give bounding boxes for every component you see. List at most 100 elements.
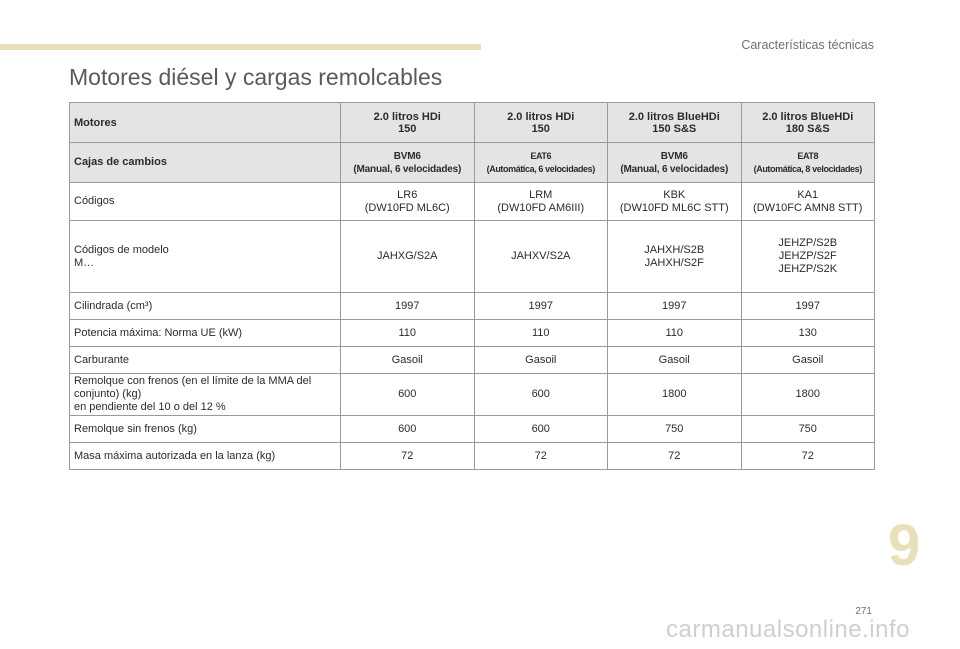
header-cell-engine: 2.0 litros BlueHDi 180 S&S — [740, 102, 875, 143]
table-header-row: Motores 2.0 litros HDi 150 2.0 litros HDi… — [69, 102, 875, 143]
table-row: Carburante Gasoil Gasoil Gasoil Gasoil — [69, 346, 875, 374]
table-body: Cajas de cambios BVM6 (Manual, 6 velocidad… — [69, 142, 875, 470]
cell-line: 750 — [665, 422, 684, 435]
row-label: Cajas de cambios — [69, 142, 341, 183]
row-label-line: Remolque sin frenos (kg) — [74, 422, 197, 435]
cell-line: (DW10FD AM6III) — [497, 201, 585, 214]
table-cell: 110 — [607, 319, 742, 347]
cell-line: 1997 — [795, 299, 820, 312]
table-cell: 1997 — [473, 292, 608, 320]
row-label: Carburante — [69, 346, 341, 374]
table-cell: Gasoil — [607, 346, 742, 374]
table-cell: 72 — [607, 442, 742, 470]
table-cell: JAHXG/S2A — [340, 220, 475, 293]
page-number: 271 — [855, 606, 872, 617]
table-cell: 110 — [340, 319, 475, 347]
row-label-line: Carburante — [74, 353, 130, 366]
cell-line: EAT8 — [797, 150, 819, 161]
cell-line: JEHZP/S2B — [778, 237, 838, 249]
table-cell: 72 — [340, 442, 475, 470]
cell-line: 600 — [531, 422, 550, 435]
table-cell: Gasoil — [740, 346, 875, 374]
cell-line: 72 — [668, 449, 681, 462]
table-cell: 1800 — [740, 373, 875, 416]
cell-line: 750 — [798, 422, 817, 435]
table-cell: Gasoil — [340, 346, 475, 374]
cell-line: JEHZP/S2K — [778, 263, 838, 275]
chapter-number: 9 — [888, 513, 921, 578]
table-cell: BVM6 (Manual, 6 velocidades) — [607, 142, 742, 183]
table-cell: 600 — [340, 373, 475, 416]
table-row: Potencia máxima: Norma UE (kW) 110 110 110 1… — [69, 319, 875, 347]
cell-line: Gasoil — [792, 353, 824, 366]
table-cell: JEHZP/S2B JEHZP/S2F JEHZP/S2K — [740, 220, 875, 293]
cell-line: BVM6 — [660, 150, 688, 162]
cell-line: 110 — [531, 326, 550, 339]
cell-line: 72 — [401, 449, 414, 462]
cell-line: EAT6 — [530, 150, 552, 161]
cell-line: Gasoil — [391, 353, 423, 366]
row-label: Potencia máxima: Norma UE (kW) — [69, 319, 341, 347]
row-label: Cilindrada (cm³) — [69, 292, 341, 320]
table-cell: JAHXH/S2B JAHXH/S2F — [607, 220, 742, 293]
cell-line: 600 — [398, 422, 417, 435]
engine-variant: 150 — [531, 122, 550, 135]
cell-line: Gasoil — [658, 353, 690, 366]
cell-line: 110 — [665, 326, 684, 339]
table-cell: 110 — [473, 319, 608, 347]
table-cell: EAT8 (Automática, 8 velocidades) — [740, 142, 875, 183]
table-cell: 130 — [740, 319, 875, 347]
table-cell: LR6 (DW10FD ML6C) — [340, 182, 475, 221]
cell-line: 1997 — [528, 299, 553, 312]
cell-line: JAHXV/S2A — [511, 250, 571, 262]
table-cell: 1997 — [340, 292, 475, 320]
table-cell: JAHXV/S2A — [473, 220, 608, 293]
cell-line: (DW10FD ML6C) — [364, 201, 450, 214]
row-label-line: Potencia máxima: Norma UE (kW) — [74, 326, 243, 339]
header-cell-engines: Motores — [69, 102, 341, 143]
row-label-line: Cilindrada (cm³) — [74, 299, 153, 312]
engine-variant: 150 — [398, 122, 417, 135]
row-label-line: M… — [74, 256, 95, 269]
table-cell: KA1 (DW10FC AMN8 STT) — [740, 182, 875, 221]
header-accent-bar — [0, 44, 481, 50]
engine-name: 2.0 litros HDi — [507, 110, 575, 123]
cell-line: JAHXH/S2F — [644, 256, 704, 269]
table-cell: 600 — [473, 415, 608, 443]
row-label-line: conjunto) (kg) — [74, 388, 142, 400]
table-row: Masa máxima autorizada en la lanza (kg) 7… — [69, 442, 875, 470]
cell-line: LR6 — [397, 188, 418, 201]
cell-line: (Manual, 6 velocidades) — [620, 163, 729, 175]
table-row: Códigos LR6 (DW10FD ML6C) LRM (DW10FD AM6III… — [69, 182, 875, 221]
watermark: carmanualsonline.info — [666, 616, 910, 643]
engine-name: 2.0 litros BlueHDi — [762, 110, 854, 123]
cell-line: LRM — [529, 188, 553, 201]
row-label-line: Códigos — [74, 195, 115, 207]
cell-line: 130 — [798, 326, 817, 339]
engine-variant: 150 S&S — [652, 122, 697, 135]
cell-line: 110 — [398, 326, 417, 339]
engine-name: 2.0 litros HDi — [373, 110, 441, 123]
cell-line: Gasoil — [525, 353, 557, 366]
table-row: Cajas de cambios BVM6 (Manual, 6 velocidad… — [69, 142, 875, 183]
cell-line: 72 — [534, 449, 547, 462]
row-label-line: Códigos de modelo — [74, 243, 169, 256]
engine-name: 2.0 litros BlueHDi — [628, 110, 720, 123]
header-cell-engine: 2.0 litros HDi 150 — [473, 102, 608, 143]
cell-line: (Automática, 8 velocidades) — [753, 163, 863, 174]
table-cell: Gasoil — [473, 346, 608, 374]
table-row: Códigos de modelo M… JAHXG/S2A JAHXV/S2A JAH… — [69, 220, 875, 293]
table-cell: 750 — [740, 415, 875, 443]
cell-line: 1800 — [795, 388, 820, 400]
cell-line: KA1 — [797, 188, 819, 201]
row-label: Masa máxima autorizada en la lanza (kg) — [69, 442, 341, 470]
row-label: Códigos — [69, 182, 341, 221]
row-label-line: en pendiente del 10 o del 12 % — [74, 401, 226, 413]
cell-line: 600 — [531, 388, 550, 400]
cell-line: (Manual, 6 velocidades) — [353, 163, 462, 175]
row-label: Remolque sin frenos (kg) — [69, 415, 341, 443]
cell-line: JAHXG/S2A — [376, 250, 438, 262]
cell-line: (Automática, 6 velocidades) — [486, 163, 596, 174]
table-cell: EAT6 (Automática, 6 velocidades) — [473, 142, 608, 183]
table-cell: 1800 — [607, 373, 742, 416]
